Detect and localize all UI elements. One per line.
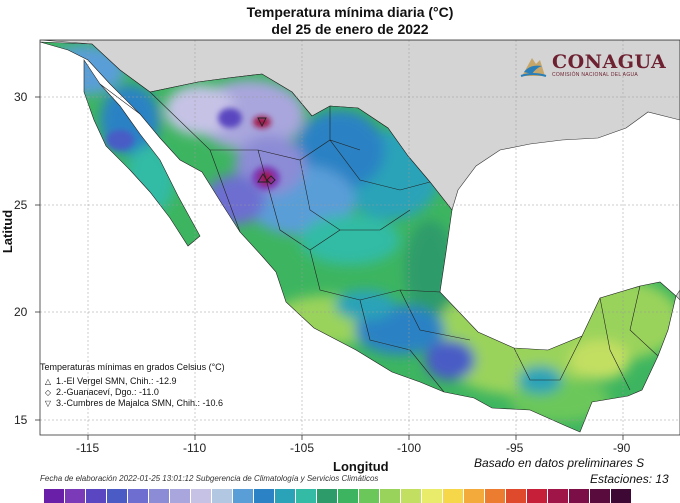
x-tick-label: -115: [76, 441, 100, 455]
station-legend: Temperaturas mínimas en grados Celsius (…: [40, 362, 250, 409]
color-scale-swatch: [191, 489, 212, 503]
color-scale-swatch: [569, 489, 590, 503]
graticule: [40, 40, 680, 435]
station-markers: [257, 117, 276, 185]
y-tick-label: 20: [14, 305, 28, 319]
triangle-down-icon: ▽: [44, 399, 52, 408]
x-axis-label: Longitud: [333, 459, 389, 474]
x-tick-label: -105: [290, 441, 315, 455]
color-scale-swatch: [401, 489, 422, 503]
legend-title: Temperaturas mínimas en grados Celsius (…: [40, 362, 225, 372]
color-scale-swatch: [611, 489, 632, 503]
y-tick-label: 30: [14, 90, 28, 104]
legend-item: ◇ 2.-Guanaceví, Dgo.: -11.0: [40, 387, 250, 398]
color-scale-swatch: [170, 489, 191, 503]
color-scale-swatch: [548, 489, 569, 503]
color-scale-swatch: [590, 489, 611, 503]
map-frame: [39, 39, 680, 436]
color-scale-swatch: [65, 489, 86, 503]
logo-subtitle: COMISIÓN NACIONAL DEL AGUA: [552, 72, 639, 78]
axis-ticks: [35, 96, 624, 440]
triangle-up-icon: △: [44, 377, 52, 386]
color-scale-swatch: [443, 489, 464, 503]
color-scale-swatch: [107, 489, 128, 503]
color-scale-swatch: [485, 489, 506, 503]
x-tick-label: -100: [397, 441, 422, 455]
color-scale-swatch: [317, 489, 338, 503]
color-scale-swatch: [338, 489, 359, 503]
x-tick-label: -90: [613, 441, 631, 455]
color-scale-bar: [44, 489, 632, 503]
logo-name: CONAGUA: [552, 51, 667, 73]
x-tick-label: -95: [506, 441, 524, 455]
diamond-icon: ◇: [44, 388, 52, 397]
color-scale-swatch: [296, 489, 317, 503]
color-scale-swatch: [506, 489, 527, 503]
color-scale-swatch: [464, 489, 485, 503]
legend-item-text: 1.-El Vergel SMN, Chih.: -12.9: [56, 376, 177, 386]
map-title-line1: Temperatura mínima diaria (°C): [246, 4, 454, 20]
source-note: Basado en datos preliminares S: [474, 456, 645, 470]
legend-item-text: 3.-Cumbres de Majalca SMN, Chih.: -10.6: [56, 398, 224, 408]
footnote: Fecha de elaboración 2022-01-25 13:01:12…: [40, 474, 379, 483]
guanacevi-marker: [266, 175, 276, 185]
color-scale-swatch: [212, 489, 233, 503]
color-scale-swatch: [128, 489, 149, 503]
color-scale-swatch: [275, 489, 296, 503]
y-axis-label: Latitud: [0, 209, 16, 254]
color-scale-swatch: [44, 489, 65, 503]
y-tick-label: 15: [14, 413, 28, 427]
y-tick-label: 25: [14, 198, 28, 212]
color-scale-swatch: [233, 489, 254, 503]
state-boundaries: [40, 41, 677, 433]
legend-item: ▽ 3.-Cumbres de Majalca SMN, Chih.: -10.…: [40, 398, 250, 409]
legend-item-text: 2.-Guanaceví, Dgo.: -11.0: [56, 387, 159, 397]
color-scale-swatch: [422, 489, 443, 503]
map-title-line2: del 25 de enero de 2022: [271, 21, 429, 37]
color-scale-swatch: [380, 489, 401, 503]
legend-item: △ 1.-El Vergel SMN, Chih.: -12.9: [40, 376, 250, 387]
x-tick-label: -110: [183, 441, 207, 455]
color-scale-swatch: [149, 489, 170, 503]
stations-note: Estaciones: 13: [590, 472, 669, 486]
el-vergel-marker: [257, 173, 269, 183]
yucatan-coast-land: [675, 289, 680, 301]
color-scale-swatch: [359, 489, 380, 503]
conagua-logo: CONAGUA COMISIÓN NACIONAL DEL AGUA: [518, 50, 666, 80]
color-scale-swatch: [527, 489, 548, 503]
color-scale-swatch: [254, 489, 275, 503]
color-scale-swatch: [86, 489, 107, 503]
cumbres-majalca-marker: [257, 117, 267, 128]
conagua-logo-icon: [520, 58, 547, 77]
